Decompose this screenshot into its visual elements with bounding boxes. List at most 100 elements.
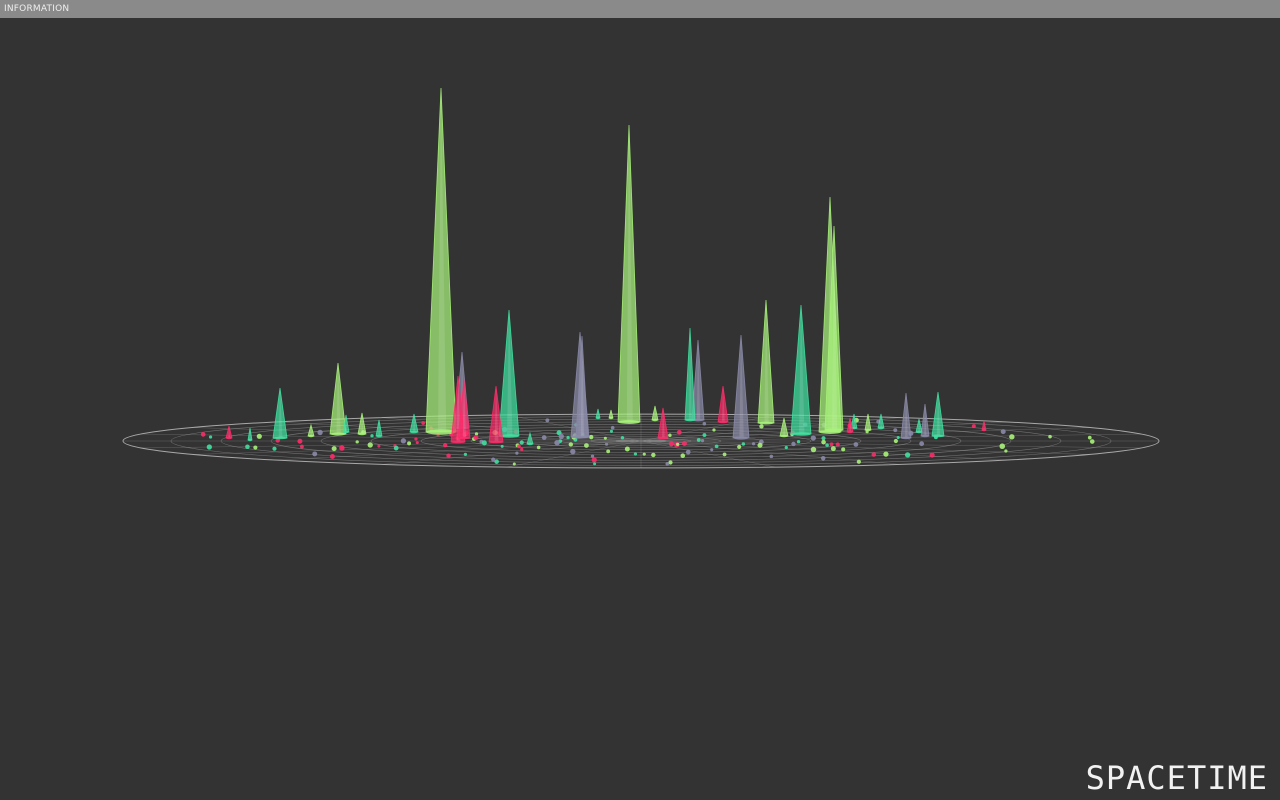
grid-spoke (274, 440, 642, 461)
event-marker (253, 445, 258, 450)
spike-base (780, 434, 788, 438)
event-marker (517, 444, 521, 449)
spike-highlight (880, 414, 883, 428)
spike-base (685, 418, 695, 422)
event-marker (339, 445, 345, 451)
grid-spoke (192, 427, 642, 442)
event-marker (400, 438, 407, 444)
event-marker (769, 454, 774, 459)
event-marker (633, 452, 638, 456)
spike-base (733, 436, 749, 440)
event-marker (893, 428, 898, 433)
spike-highlight (867, 414, 870, 430)
spike-highlight (696, 340, 701, 420)
spike-base (878, 426, 884, 430)
event-marker (541, 435, 547, 440)
grid-spoke (381, 440, 642, 465)
spike-base (921, 434, 929, 438)
event-marker (821, 436, 826, 441)
event-marker (751, 442, 756, 446)
event-marker (1087, 435, 1092, 440)
grid-ring (220, 418, 1062, 464)
event-marker (590, 454, 595, 458)
event-marker (685, 449, 691, 455)
event-marker (536, 445, 541, 450)
event-marker (835, 442, 840, 447)
spike-base (248, 438, 252, 442)
event-marker (712, 428, 716, 432)
event-marker (1048, 434, 1052, 439)
grid-spoke (140, 440, 642, 449)
spike-highlight (228, 426, 231, 438)
spike-base (916, 430, 922, 434)
spike-base (658, 436, 668, 440)
spike-highlight (494, 386, 499, 442)
event-marker (474, 432, 479, 436)
grid-ring (615, 439, 667, 443)
spike-highlight (378, 420, 381, 436)
spike-base (982, 428, 986, 432)
event-marker (570, 448, 576, 455)
spike-highlight (853, 414, 856, 428)
spike-base (410, 430, 418, 434)
spike-base (426, 429, 456, 435)
event-marker (681, 441, 687, 446)
event-marker (680, 453, 686, 459)
event-marker (606, 449, 611, 454)
event-marker (971, 424, 976, 429)
event-marker (919, 441, 925, 447)
spike-base (576, 435, 588, 439)
spike-base (499, 434, 519, 438)
grid-spoke (640, 440, 1008, 461)
event-marker (256, 433, 262, 439)
spike-base (901, 436, 911, 440)
event-marker (820, 456, 826, 461)
event-marker (206, 444, 212, 450)
event-marker (722, 452, 727, 457)
event-marker (737, 444, 742, 449)
event-marker (355, 440, 359, 444)
spike-base (458, 436, 470, 440)
event-marker (604, 442, 609, 446)
event-marker (810, 435, 816, 441)
spike-base (273, 436, 287, 440)
event-marker (620, 436, 625, 440)
spike-base (718, 420, 728, 424)
event-marker (1004, 449, 1008, 453)
event-marker (593, 462, 597, 466)
event-marker (568, 442, 573, 447)
spike-highlight (783, 418, 786, 436)
event-marker (714, 444, 719, 449)
event-marker (676, 429, 682, 435)
grid-ring (590, 438, 692, 444)
visualization-canvas[interactable] (0, 18, 1280, 800)
spike-highlight (580, 336, 585, 437)
spike-base (308, 434, 314, 438)
event-marker (871, 452, 877, 457)
spike-highlight (832, 226, 838, 430)
spike-highlight (905, 393, 908, 438)
spike-base (618, 420, 640, 424)
information-bar[interactable]: INFORMATION (0, 0, 1280, 18)
event-marker (759, 424, 764, 429)
event-marker (317, 429, 323, 436)
event-marker (442, 442, 448, 448)
event-marker (545, 418, 550, 423)
grid-spoke (506, 440, 642, 468)
grid-spoke (640, 427, 1090, 442)
event-marker (558, 433, 564, 440)
event-marker (702, 422, 707, 426)
spike-highlight (610, 410, 612, 418)
grid-spoke (192, 440, 642, 455)
spike-highlight (626, 125, 633, 422)
event-marker (829, 442, 834, 447)
event-marker (999, 443, 1006, 450)
event-marker (370, 434, 374, 438)
spike-base (758, 421, 774, 425)
event-marker (208, 435, 213, 439)
grid-ring (170, 416, 1112, 466)
event-marker (668, 441, 675, 447)
spike-highlight (918, 419, 921, 432)
event-marker (275, 438, 281, 443)
spacetime-visualization[interactable] (0, 18, 1280, 800)
